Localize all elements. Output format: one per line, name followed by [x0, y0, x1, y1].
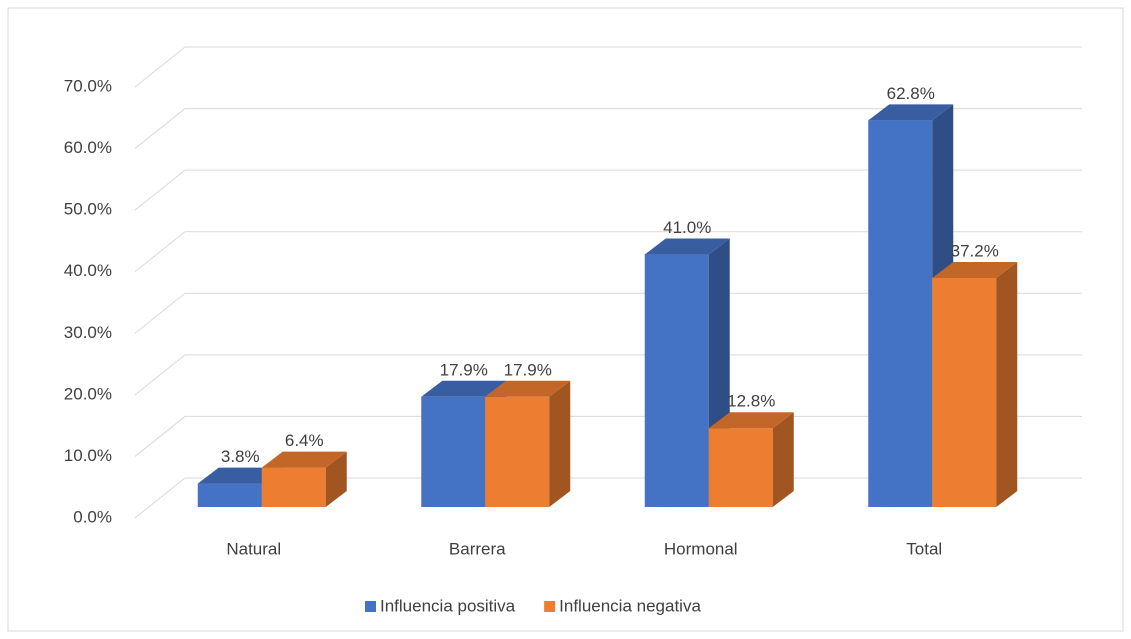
grid-line-diagonal [134, 169, 186, 211]
bar-side [996, 261, 1018, 507]
bar-front [868, 120, 933, 508]
value-label: 62.8% [887, 84, 935, 103]
grid-line-diagonal [134, 231, 186, 273]
bar-top [197, 467, 283, 484]
bar-front [421, 396, 486, 507]
value-label: 12.8% [727, 392, 775, 411]
legend-label: Influencia negativa [559, 596, 701, 615]
bar-side [772, 412, 794, 507]
legend-swatch [544, 601, 556, 612]
legend-label: Influencia positiva [380, 596, 516, 615]
value-label: 3.8% [221, 447, 260, 466]
bar-top [644, 238, 730, 255]
bar-top [868, 104, 954, 121]
bar-top [932, 261, 1018, 278]
bar-top [421, 380, 507, 397]
x-tick-label: Natural [226, 539, 281, 558]
legend-swatch [365, 601, 376, 612]
bar-front [197, 483, 262, 507]
bar-top [261, 451, 347, 468]
bar-side [549, 380, 571, 507]
value-label: 37.2% [951, 241, 999, 260]
bar-top [708, 412, 794, 429]
grid-line-diagonal [134, 292, 186, 334]
bar-front [261, 467, 326, 507]
y-tick-label: 40.0% [64, 261, 112, 280]
x-tick-label: Total [906, 539, 942, 558]
value-label: 17.9% [504, 360, 552, 379]
x-tick-label: Barrera [449, 539, 506, 558]
grid-line-diagonal [134, 416, 186, 457]
x-tick-label: Hormonal [664, 539, 738, 558]
y-tick-label: 30.0% [64, 323, 112, 342]
y-tick-label: 70.0% [64, 76, 112, 95]
grid-line-diagonal [134, 108, 186, 149]
y-tick-label: 10.0% [64, 446, 112, 465]
y-tick-label: 20.0% [64, 384, 112, 403]
bar-side [325, 451, 347, 507]
bar-top [485, 380, 571, 397]
value-label: 41.0% [663, 218, 711, 237]
value-label: 6.4% [285, 431, 324, 450]
y-tick-label: 50.0% [64, 200, 112, 219]
y-tick-label: 60.0% [64, 138, 112, 157]
grid-line-diagonal [134, 46, 186, 88]
bar-front [644, 254, 709, 507]
bar-front [485, 396, 550, 507]
bar-front [932, 277, 997, 507]
bar-front [708, 428, 773, 507]
grid-line-diagonal [134, 477, 186, 519]
y-tick-label: 0.0% [73, 507, 112, 526]
value-label: 17.9% [440, 360, 488, 379]
grid-line-diagonal [134, 354, 186, 396]
